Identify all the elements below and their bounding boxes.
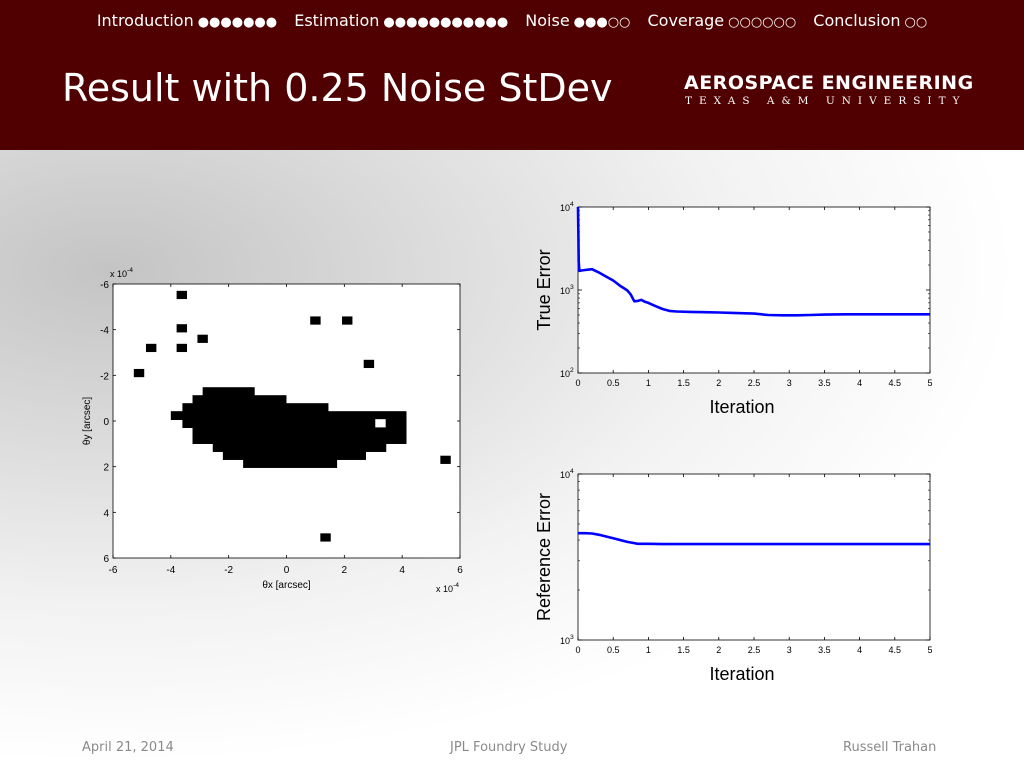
nav-section-coverage[interactable]: Coverage ○○○○○○ xyxy=(647,11,796,30)
line-chart-1-x-tick-label: 3.5 xyxy=(818,378,831,388)
heatmap-x-tick-label: 6 xyxy=(457,565,463,576)
line-chart-1-y-tick-label: 103 xyxy=(560,284,574,296)
heatmap-y-tick-label: 4 xyxy=(103,508,109,519)
heatmap-blob-row xyxy=(243,459,338,468)
nav-label: Introduction xyxy=(96,11,194,30)
heatmap-blob-row xyxy=(202,387,255,397)
nav-progress-dots: ●●●○○ xyxy=(573,15,631,30)
line-chart-2-series-line xyxy=(578,531,930,546)
line-chart-1-x-tick-label: 2 xyxy=(716,378,721,388)
heatmap-pixel xyxy=(440,455,451,464)
line-chart-2-x-tick-label: 4.5 xyxy=(889,645,902,655)
heatmap-pixel xyxy=(176,324,188,333)
line-chart-1-x-tick-label: 0 xyxy=(575,378,580,388)
heatmap-y-tick-label: -6 xyxy=(100,280,109,291)
heatmap-x-scale-note: x 10-4 xyxy=(436,582,459,594)
line-chart-2-x-tick-label: 3 xyxy=(787,645,792,655)
heatmap-pixel xyxy=(176,290,188,300)
nav-section-estimation[interactable]: Estimation ●●●●●●●●●●● xyxy=(294,11,508,30)
line-chart-1-x-tick-label: 1 xyxy=(646,378,651,388)
line-chart-1-x-tick-label: 0.5 xyxy=(607,378,620,388)
line-chart-2-y-tick-label: 104 xyxy=(560,468,574,480)
line-chart-2-plot-area xyxy=(577,473,931,641)
heatmap-blob-row xyxy=(192,435,407,444)
heatmap-pixel xyxy=(320,533,331,542)
logo-sub-text: TEXAS A&M UNIVERSITY xyxy=(685,95,967,107)
nav-progress-dots: ●●●●●●● xyxy=(197,15,278,30)
line-chart-1-x-tick-label: 1.5 xyxy=(677,378,690,388)
heatmap-pixel xyxy=(310,316,321,325)
heatmap-blob-row xyxy=(192,395,287,405)
heatmap-y-tick-label: -4 xyxy=(100,326,109,337)
line-chart-1-y-tick-label: 104 xyxy=(560,201,574,213)
footer-center: JPL Foundry Study xyxy=(450,740,568,755)
heatmap-blob-row xyxy=(182,403,329,413)
nav-progress-dots: ●●●●●●●●●●● xyxy=(383,15,509,30)
heatmap-y-label: θy [arcsec] xyxy=(82,397,93,446)
line-chart-2-x-tick-label: 0.5 xyxy=(607,645,620,655)
line-chart-2-x-tick-label: 5 xyxy=(927,645,932,655)
heatmap-pixel xyxy=(363,359,375,369)
heatmap-pixel xyxy=(133,368,145,378)
heatmap-pixel xyxy=(197,334,208,343)
line-chart-2-y-tick-label: 103 xyxy=(560,634,574,646)
footer-date: April 21, 2014 xyxy=(82,740,174,755)
line-chart-2-x-label: Iteration xyxy=(709,664,774,684)
heatmap-x-tick-label: -2 xyxy=(224,565,233,576)
line-chart-2-x-tick-label: 3.5 xyxy=(818,645,831,655)
line-chart-2-y-label: Reference Error xyxy=(534,493,554,621)
line-chart-1-x-label: Iteration xyxy=(709,397,774,417)
footer-author: Russell Trahan xyxy=(843,740,937,755)
line-chart-1-x-tick-label: 4 xyxy=(857,378,862,388)
slide-header: Introduction ●●●●●●● Estimation ●●●●●●●●●●… xyxy=(0,0,1024,150)
heatmap-y-scale-note: x 10-4 xyxy=(110,267,133,279)
line-chart-1-x-tick-label: 5 xyxy=(927,378,932,388)
heatmap-y-tick-label: -2 xyxy=(100,371,109,382)
heatmap-blob-row xyxy=(182,419,407,428)
nav-label: Coverage xyxy=(647,11,725,30)
nav-section-introduction[interactable]: Introduction ●●●●●●● xyxy=(97,11,277,30)
line-chart-2-x-tick-label: 1 xyxy=(646,645,651,655)
line-chart-1-y-label: True Error xyxy=(534,249,554,330)
heatmap-pixel xyxy=(176,343,188,353)
line-chart-2-x-tick-label: 1.5 xyxy=(677,645,690,655)
heatmap-blob-row xyxy=(192,427,407,436)
heatmap-x-tick-label: -6 xyxy=(109,565,118,576)
section-navigation: Introduction ●●●●●●● Estimation ●●●●●●●●●●… xyxy=(0,11,1024,30)
heatmap-x-tick-label: 0 xyxy=(284,565,290,576)
line-chart-2-x-tick-label: 0 xyxy=(575,645,580,655)
line-chart-2-x-tick-label: 2.5 xyxy=(748,645,761,655)
heatmap-y-tick-label: 6 xyxy=(103,554,109,565)
heatmap-pixel xyxy=(145,343,157,353)
heatmap-y-tick-label: 2 xyxy=(103,463,109,474)
nav-section-conclusion[interactable]: Conclusion ○○ xyxy=(813,11,927,30)
heatmap-blob-row xyxy=(170,411,407,421)
heatmap-blob-row xyxy=(222,451,367,460)
line-chart-1-plot-area xyxy=(577,206,931,374)
heatmap-hole xyxy=(375,419,386,428)
line-chart-2-x-tick-label: 2 xyxy=(716,645,721,655)
nav-progress-dots: ○○ xyxy=(904,15,928,30)
line-chart-1-x-tick-label: 2.5 xyxy=(748,378,761,388)
heatmap-x-tick-label: -4 xyxy=(166,565,175,576)
line-chart-1-series-line xyxy=(576,206,930,317)
nav-progress-dots: ○○○○○○ xyxy=(728,15,797,30)
nav-section-noise[interactable]: Noise ●●●○○ xyxy=(525,11,630,30)
heatmap-pixel xyxy=(342,316,353,325)
nav-label: Estimation xyxy=(294,11,380,30)
heatmap-y-tick-label: 0 xyxy=(103,417,109,428)
line-chart-1-x-tick-label: 4.5 xyxy=(889,378,902,388)
heatmap-x-label: θx [arcsec] xyxy=(262,580,311,591)
line-chart-1-y-tick-label: 102 xyxy=(560,367,574,379)
slide-title: Result with 0.25 Noise StDev xyxy=(62,66,613,110)
nav-label: Noise xyxy=(525,11,570,30)
line-chart-2-x-tick-label: 4 xyxy=(857,645,862,655)
nav-label: Conclusion xyxy=(813,11,901,30)
line-chart-1-x-tick-label: 3 xyxy=(787,378,792,388)
heatmap-blob-row xyxy=(212,443,387,452)
heatmap-x-tick-label: 2 xyxy=(342,565,348,576)
logo-main-text: AEROSPACE ENGINEERING xyxy=(684,72,974,94)
heatmap-x-tick-label: 4 xyxy=(399,565,405,576)
